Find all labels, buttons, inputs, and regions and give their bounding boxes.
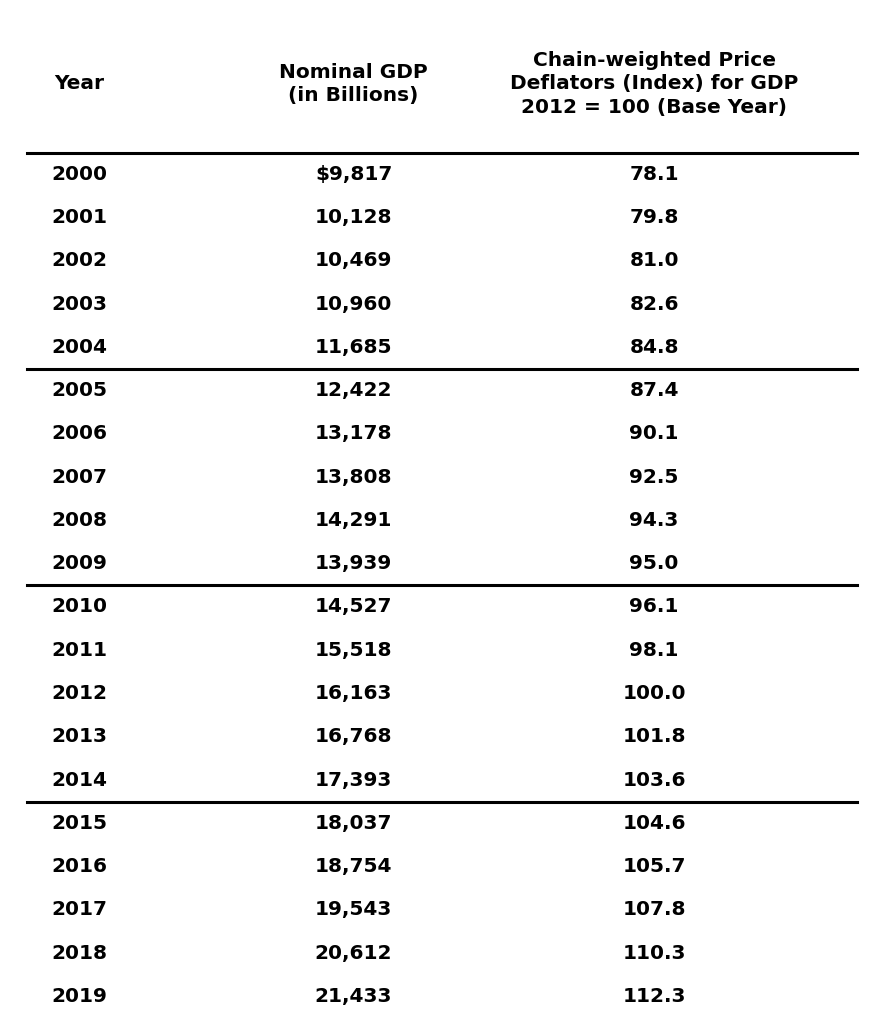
- Text: 10,469: 10,469: [315, 251, 392, 271]
- Text: 98.1: 98.1: [629, 640, 679, 660]
- Text: 13,939: 13,939: [315, 554, 392, 573]
- Text: 14,527: 14,527: [315, 598, 392, 617]
- Text: 103.6: 103.6: [622, 771, 686, 790]
- Text: 112.3: 112.3: [622, 986, 686, 1006]
- Text: 2001: 2001: [51, 208, 108, 227]
- Text: 10,128: 10,128: [315, 208, 392, 227]
- Text: 2009: 2009: [51, 554, 108, 573]
- Text: 2011: 2011: [51, 640, 108, 660]
- Text: 92.5: 92.5: [629, 467, 679, 487]
- Text: 2002: 2002: [51, 251, 108, 271]
- Text: $9,817: $9,817: [315, 165, 392, 184]
- Text: 19,543: 19,543: [315, 900, 392, 919]
- Text: 2010: 2010: [51, 598, 108, 617]
- Text: 12,422: 12,422: [315, 381, 392, 400]
- Text: 90.1: 90.1: [629, 425, 679, 444]
- Text: 16,163: 16,163: [315, 684, 392, 703]
- Text: 17,393: 17,393: [315, 771, 392, 790]
- Text: 2014: 2014: [51, 771, 108, 790]
- Text: 2015: 2015: [51, 813, 108, 833]
- Text: 2016: 2016: [51, 857, 108, 876]
- Text: 13,808: 13,808: [315, 467, 392, 487]
- Text: 16,768: 16,768: [315, 727, 392, 746]
- Text: 100.0: 100.0: [622, 684, 686, 703]
- Text: 78.1: 78.1: [629, 165, 679, 184]
- Text: 2006: 2006: [51, 425, 108, 444]
- Text: 15,518: 15,518: [315, 640, 392, 660]
- Text: 2018: 2018: [51, 944, 108, 963]
- Text: Chain-weighted Price
Deflators (Index) for GDP
2012 = 100 (Base Year): Chain-weighted Price Deflators (Index) f…: [510, 51, 798, 117]
- Text: 104.6: 104.6: [622, 813, 686, 833]
- Text: 81.0: 81.0: [629, 251, 679, 271]
- Text: 79.8: 79.8: [629, 208, 679, 227]
- Text: 2003: 2003: [51, 294, 108, 314]
- Text: 110.3: 110.3: [622, 944, 686, 963]
- Text: 105.7: 105.7: [622, 857, 686, 876]
- Text: 2000: 2000: [51, 165, 108, 184]
- Text: Nominal GDP
(in Billions): Nominal GDP (in Billions): [279, 63, 428, 105]
- Text: 21,433: 21,433: [315, 986, 392, 1006]
- Text: 84.8: 84.8: [629, 338, 679, 357]
- Text: 11,685: 11,685: [315, 338, 392, 357]
- Text: 10,960: 10,960: [315, 294, 392, 314]
- Text: 13,178: 13,178: [315, 425, 392, 444]
- Text: 2013: 2013: [51, 727, 108, 746]
- Text: 18,037: 18,037: [315, 813, 392, 833]
- Text: 96.1: 96.1: [629, 598, 679, 617]
- Text: Year: Year: [55, 74, 104, 94]
- Text: 2012: 2012: [51, 684, 108, 703]
- Text: 18,754: 18,754: [315, 857, 392, 876]
- Text: 94.3: 94.3: [629, 511, 679, 530]
- Text: 2005: 2005: [51, 381, 108, 400]
- Text: 2008: 2008: [51, 511, 108, 530]
- Text: 2019: 2019: [51, 986, 108, 1006]
- Text: 14,291: 14,291: [315, 511, 392, 530]
- Text: 82.6: 82.6: [629, 294, 679, 314]
- Text: 95.0: 95.0: [629, 554, 679, 573]
- Text: 2004: 2004: [51, 338, 108, 357]
- Text: 87.4: 87.4: [629, 381, 679, 400]
- Text: 2017: 2017: [51, 900, 108, 919]
- Text: 101.8: 101.8: [622, 727, 686, 746]
- Text: 20,612: 20,612: [315, 944, 392, 963]
- Text: 2007: 2007: [51, 467, 108, 487]
- Text: 107.8: 107.8: [622, 900, 686, 919]
